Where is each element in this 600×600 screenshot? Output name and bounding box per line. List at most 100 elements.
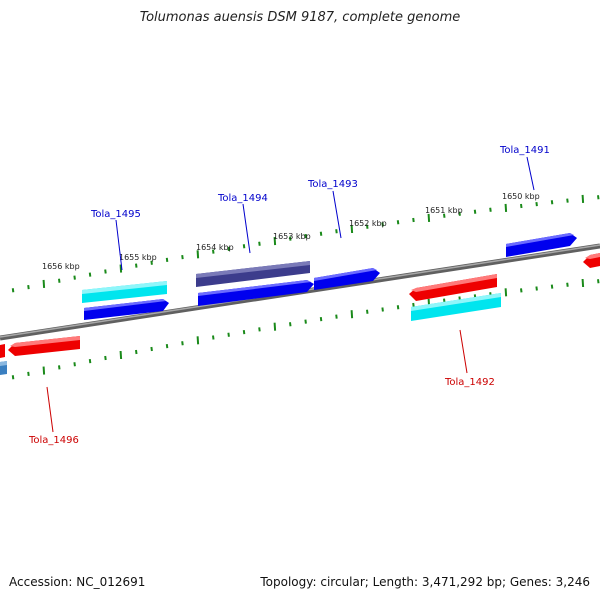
outer-scale-tick [443, 213, 446, 218]
inner-scale-tick [366, 309, 369, 314]
inner-scale-tick [350, 310, 354, 319]
gene-forward-a[interactable] [84, 299, 169, 320]
outer-scale-tick [319, 231, 323, 236]
inner-scale-tick [381, 307, 384, 312]
outer-scale-tick [458, 211, 461, 216]
label-tola-1492[interactable]: Tola_1492 [444, 377, 495, 388]
outer-scale-tick [366, 224, 369, 229]
gene-reverse-right-edge[interactable] [583, 253, 600, 268]
inner-scale-tick [581, 278, 585, 288]
outer-scale-tick [350, 224, 354, 234]
leader-tola-1491 [526, 156, 535, 191]
outer-scale-tick [196, 250, 200, 259]
outer-scale-tick [396, 220, 400, 225]
inner-scale-tick [258, 327, 261, 332]
scale-label-1654: 1654 kbp [196, 243, 234, 252]
outer-scale-tick [535, 201, 538, 207]
leader-tola-1495 [115, 219, 123, 271]
outer-scale-tick [427, 213, 431, 222]
outer-scale-tick [473, 209, 477, 214]
outer-scale-tick [273, 237, 277, 246]
inner-scale-tick [42, 366, 46, 375]
scale-label-1652: 1652 kbp [349, 219, 387, 228]
outer-scale-tick [42, 279, 46, 288]
gene-tola-1496[interactable] [0, 361, 7, 375]
gene-tola-1493[interactable] [314, 268, 380, 290]
inner-scale-tick [104, 355, 107, 361]
inner-scale-tick [597, 279, 600, 284]
outer-scale-tick [550, 200, 554, 205]
topology-text: Topology: circular; Length: 3,471,292 bp… [260, 575, 590, 589]
outer-scale-tick [227, 246, 230, 252]
inner-scale-tick [504, 288, 508, 297]
inner-scale-tick [319, 316, 323, 322]
outer-scale-tick [212, 249, 215, 254]
gene-tola-1491[interactable] [506, 233, 577, 257]
outer-scale-tick [581, 194, 585, 203]
outer-scale-tick [242, 244, 246, 249]
leader-tola-1494 [242, 203, 251, 254]
outer-scale-tick [181, 254, 184, 260]
inner-scale-tick [135, 349, 138, 355]
outer-scale-tick [412, 217, 415, 223]
accession-text: Accession: NC_012691 [9, 575, 146, 589]
inner-scale-tick [88, 358, 92, 364]
scale-label-1651: 1651 kbp [425, 206, 463, 215]
inner-scale-tick [212, 335, 215, 340]
outer-scale-tick [73, 275, 76, 280]
outer-scale-tick [289, 236, 292, 241]
outer-scale-tick [597, 195, 600, 200]
outer-scale-tick [335, 229, 338, 234]
outer-scale-tick [58, 278, 61, 283]
label-tola-1491[interactable]: Tola_1491 [499, 145, 550, 156]
label-tola-1493[interactable]: Tola_1493 [307, 179, 358, 190]
inner-scale-tick [165, 343, 169, 349]
outer-scale-tick [104, 269, 107, 274]
leader-tola-1492 [459, 329, 468, 374]
inner-scale-tick [535, 286, 538, 291]
label-tola-1495[interactable]: Tola_1495 [90, 209, 141, 220]
outer-scale-tick [566, 198, 569, 203]
inner-scale-tick [196, 336, 200, 345]
inner-scale-tick [227, 332, 230, 337]
inner-scale-tick [119, 350, 123, 360]
outer-scale-tick [520, 203, 523, 209]
inner-scale-tick [58, 365, 61, 370]
gene-forward-b[interactable] [198, 280, 314, 306]
inner-scale-tick [335, 314, 338, 319]
outer-scale-tick [489, 207, 492, 212]
gene-reverse-left[interactable] [8, 336, 80, 356]
outer-scale-tick [119, 264, 123, 273]
inner-scale-tick [242, 329, 246, 335]
inner-scale-tick [273, 322, 277, 331]
label-tola-1496[interactable]: Tola_1496 [28, 435, 79, 446]
scale-label-1655: 1655 kbp [119, 253, 157, 262]
inner-scale-tick [304, 319, 307, 324]
outer-scale-tick [150, 260, 153, 265]
inner-scale-tick [181, 341, 184, 346]
inner-scale-tick [520, 288, 523, 293]
gene-reverse-left-edge[interactable] [0, 344, 5, 358]
scale-label-1656: 1656 kbp [42, 262, 80, 271]
map-title: Tolumonas auensis DSM 9187, complete gen… [139, 10, 461, 25]
gene-tola-1495[interactable] [82, 281, 167, 303]
outer-scale-tick [504, 203, 508, 212]
outer-scale-tick [27, 284, 30, 290]
scale-label-1653: 1653 kbp [273, 232, 311, 241]
outer-scale-tick [135, 263, 138, 268]
inner-scale-tick [11, 375, 15, 380]
leader-tola-1493 [332, 190, 342, 239]
leader-tola-1496 [46, 386, 54, 433]
label-tola-1494[interactable]: Tola_1494 [217, 193, 268, 204]
outer-scale-tick [304, 233, 307, 239]
gene-reverse-cyan[interactable] [411, 293, 501, 321]
gene-tola-1494[interactable] [196, 261, 310, 287]
gene-tola-1492-red[interactable] [409, 274, 497, 301]
outer-scale-tick [258, 241, 261, 246]
outer-scale-tick [88, 272, 92, 277]
outer-scale-ticks [11, 194, 600, 293]
inner-scale-tick [289, 322, 292, 327]
inner-scale-tick [73, 362, 76, 367]
inner-scale-tick [150, 346, 153, 352]
